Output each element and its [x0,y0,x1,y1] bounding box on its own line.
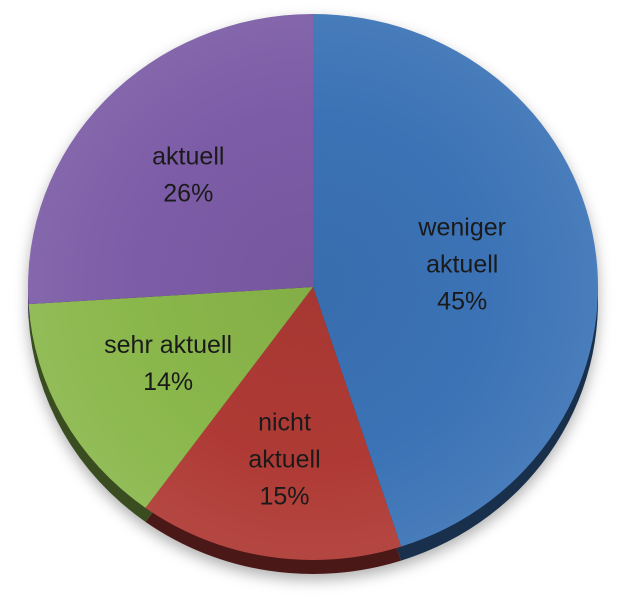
slice-label-aktuell-line2: 26% [163,179,213,207]
pie-slice-sehr-aktuell [28,287,314,508]
slice-label-nicht-aktuell-line3: 15% [259,483,309,511]
slice-label-nicht-aktuell-line1: nicht [258,409,311,437]
pie-labels: weniger aktuell 45% nicht aktuell 15% sehr akt… [104,142,506,510]
pie-slice-weniger-aktuell [313,14,599,547]
slice-label-sehr-aktuell-line1: sehr aktuell [104,331,232,359]
slice-label-weniger-aktuell-line2: aktuell [426,250,498,278]
slice-label-nicht-aktuell-line2: aktuell [248,446,320,474]
pie-body [27,14,599,575]
slice-label-aktuell-line1: aktuell [152,142,224,170]
slice-label-weniger-aktuell-line3: 45% [437,287,487,315]
pie-slice-aktuell [27,14,314,305]
pie-surface [27,14,599,561]
pie-slice-nicht-aktuell [145,287,402,561]
slice-label-sehr-aktuell-line2: 14% [143,368,193,396]
slice-label-weniger-aktuell-line1: weniger [417,213,506,241]
